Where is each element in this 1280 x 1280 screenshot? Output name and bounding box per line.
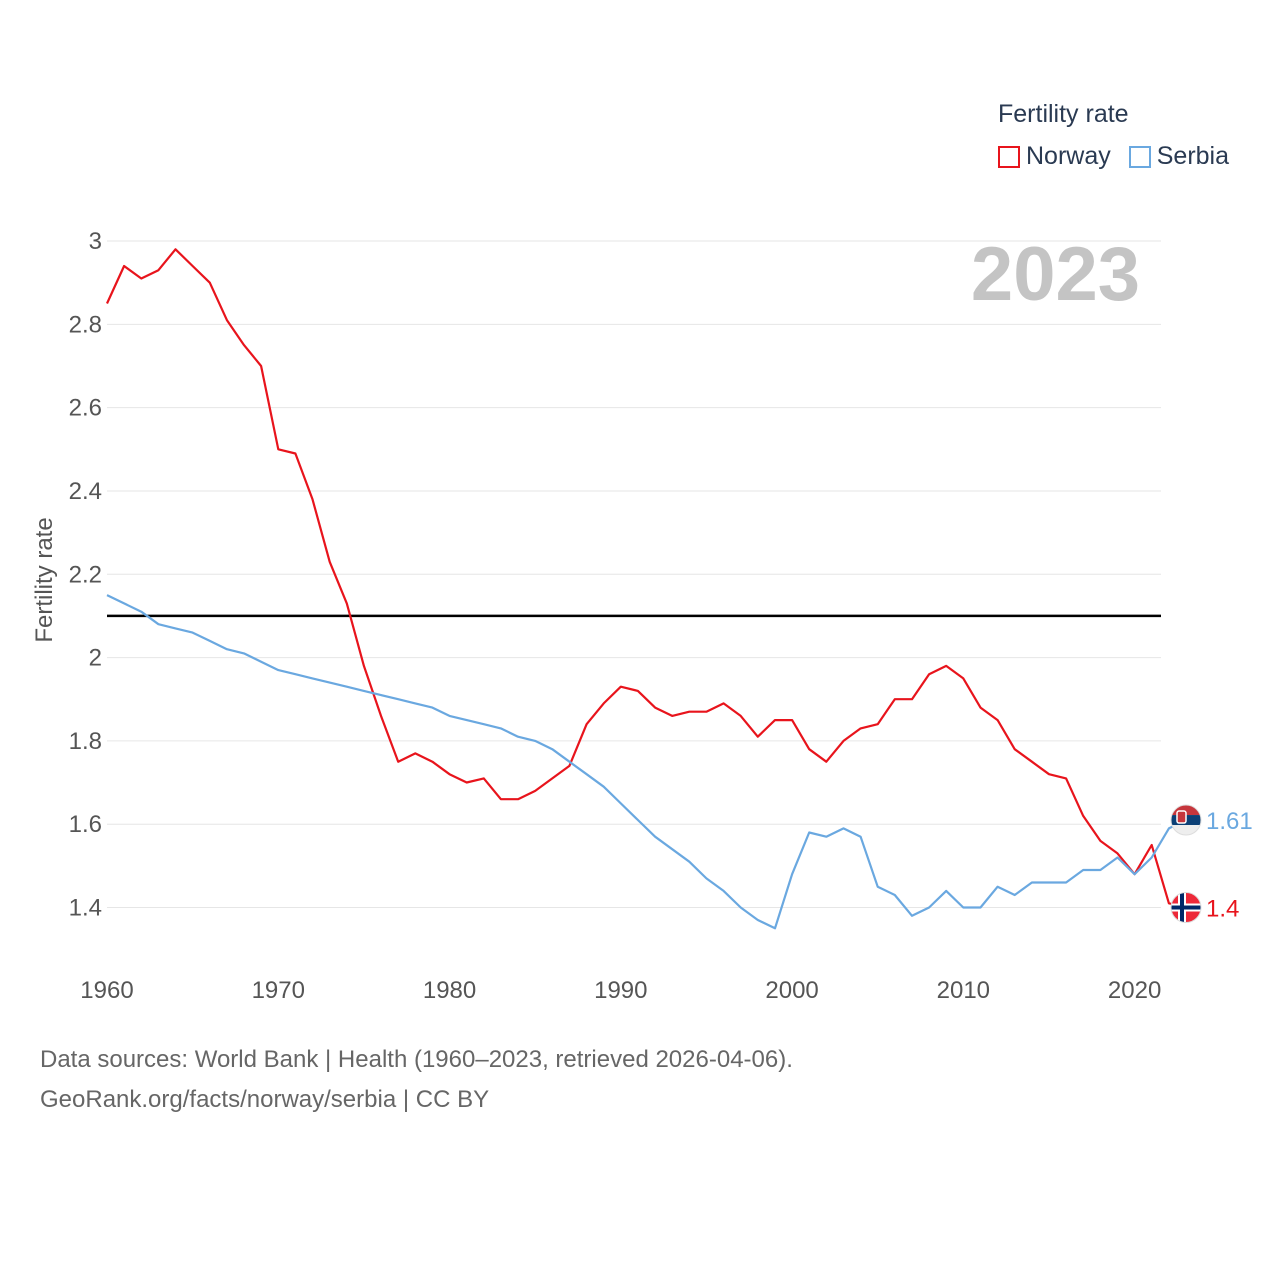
- x-tick-label: 1990: [594, 977, 647, 1004]
- year-watermark: 2023: [971, 232, 1140, 317]
- legend-title: Fertility rate: [998, 100, 1129, 128]
- end-value-label-serbia: 1.61: [1206, 808, 1253, 835]
- x-tick-label: 1960: [80, 977, 133, 1004]
- y-tick-label: 2.2: [69, 561, 102, 588]
- series-line-norway: [105, 248, 1187, 909]
- serbia-flag-icon: [1170, 804, 1202, 836]
- end-value-label-norway: 1.4: [1206, 896, 1239, 923]
- legend-swatch-norway: [998, 145, 1020, 168]
- y-tick-label: 1.6: [69, 811, 102, 838]
- legend-swatch-serbia: [1128, 145, 1151, 168]
- x-tick-label: 2010: [937, 977, 990, 1004]
- y-tick-label: 2.8: [69, 311, 102, 338]
- y-axis-label: Fertility rate: [31, 517, 58, 642]
- attribution-link[interactable]: GeoRank.org/facts/norway/serbia | CC BY: [40, 1086, 490, 1113]
- gridlines: [107, 240, 1161, 909]
- y-tick-label: 2.4: [69, 478, 102, 505]
- legend-label-norway: Norway: [1026, 142, 1111, 170]
- data-source-text: Data sources: World Bank | Health (1960–…: [40, 1046, 793, 1073]
- y-tick-label: 2.6: [69, 395, 102, 422]
- y-tick-label: 2: [89, 645, 102, 672]
- series-lines: [105, 248, 1187, 930]
- y-tick-label: 3: [89, 228, 102, 255]
- legend-label-serbia: Serbia: [1156, 142, 1230, 170]
- series-line-serbia: [106, 594, 1187, 930]
- x-tick-label: 1970: [252, 977, 305, 1004]
- y-tick-label: 1.8: [69, 728, 102, 755]
- y-axis-ticks: 1.4 1.6 1.8 2 2.2 2.4 2.6 2.8 3: [69, 228, 102, 922]
- y-tick-label: 1.4: [69, 895, 102, 922]
- x-tick-label: 1980: [423, 977, 476, 1004]
- norway-flag-icon: [1170, 892, 1202, 924]
- x-tick-label: 2000: [765, 977, 818, 1004]
- legend-item-norway[interactable]: Norway: [998, 142, 1111, 171]
- legend: Norway Serbia: [998, 142, 1247, 171]
- legend-item-serbia[interactable]: Serbia: [1128, 142, 1230, 171]
- end-markers: 1.4 1.61: [1170, 804, 1253, 924]
- x-tick-label: 2020: [1108, 977, 1161, 1004]
- x-axis-ticks: 1960 1970 1980 1990 2000 2010 2020: [80, 977, 1161, 1004]
